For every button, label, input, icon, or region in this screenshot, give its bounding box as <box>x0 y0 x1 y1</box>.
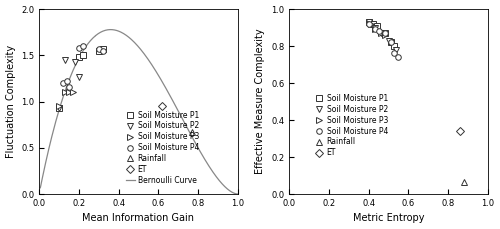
Legend: Soil Moisture P1, Soil Moisture P2, Soil Moisture P3, Soil Moisture P4, Rainfall: Soil Moisture P1, Soil Moisture P2, Soil… <box>124 109 200 186</box>
X-axis label: Mean Information Gain: Mean Information Gain <box>82 213 194 224</box>
Legend: Soil Moisture P1, Soil Moisture P2, Soil Moisture P3, Soil Moisture P4, Rainfall: Soil Moisture P1, Soil Moisture P2, Soil… <box>313 92 390 159</box>
Y-axis label: Effective Measure Complexity: Effective Measure Complexity <box>256 29 266 174</box>
Y-axis label: Fluctuation Complexity: Fluctuation Complexity <box>6 45 16 158</box>
X-axis label: Metric Entropy: Metric Entropy <box>353 213 424 224</box>
